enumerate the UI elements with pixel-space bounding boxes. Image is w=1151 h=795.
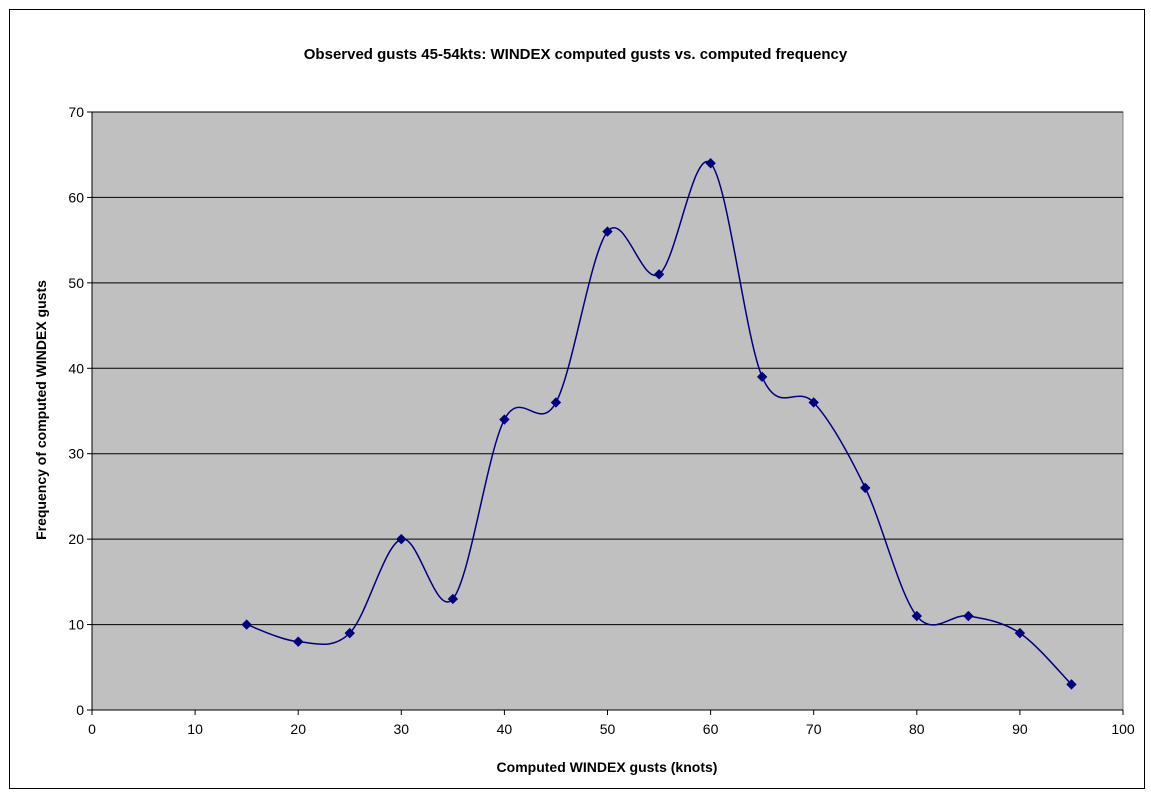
y-tick-label: 30 <box>68 446 84 462</box>
x-tick-label: 10 <box>187 721 203 737</box>
data-point <box>241 619 252 630</box>
data-point <box>396 533 407 545</box>
data-point <box>1066 679 1077 690</box>
data-point <box>860 482 871 494</box>
data-point <box>756 371 768 383</box>
x-tick-label: 40 <box>497 721 513 737</box>
data-point <box>292 636 304 647</box>
x-tick-label: 70 <box>806 721 822 737</box>
x-axis-label: Computed WINDEX gusts (knots) <box>497 759 718 775</box>
data-point <box>602 226 613 237</box>
data-point <box>911 610 923 622</box>
data-point <box>550 397 562 408</box>
x-tick-label: 60 <box>703 721 719 737</box>
y-tick-label: 10 <box>68 617 84 633</box>
x-tick-label: 100 <box>1111 721 1135 737</box>
y-tick-label: 70 <box>68 104 84 120</box>
y-tick-label: 0 <box>76 702 84 718</box>
data-point <box>963 610 974 622</box>
data-point <box>344 627 355 639</box>
x-tick-label: 30 <box>394 721 410 737</box>
data-point <box>808 397 819 408</box>
y-tick-label: 20 <box>68 531 84 547</box>
x-tick-label: 20 <box>290 721 306 737</box>
data-point <box>1014 627 1026 639</box>
plot-area <box>91 111 1124 711</box>
x-tick-label: 80 <box>909 721 925 737</box>
chart-title: Observed gusts 45-54kts: WINDEX computed… <box>303 46 848 63</box>
y-tick-label: 60 <box>68 189 84 205</box>
data-point <box>499 414 510 425</box>
data-point <box>653 269 665 280</box>
x-tick-label: 90 <box>1012 721 1028 737</box>
x-tick-label: 50 <box>600 721 616 737</box>
data-point <box>447 593 459 605</box>
x-tick-label: 0 <box>88 721 96 737</box>
y-axis-label: Frequency of computed WINDEX gusts <box>33 280 49 540</box>
y-tick-label: 50 <box>68 275 84 291</box>
y-tick-label: 40 <box>68 360 84 376</box>
data-point <box>705 158 716 169</box>
